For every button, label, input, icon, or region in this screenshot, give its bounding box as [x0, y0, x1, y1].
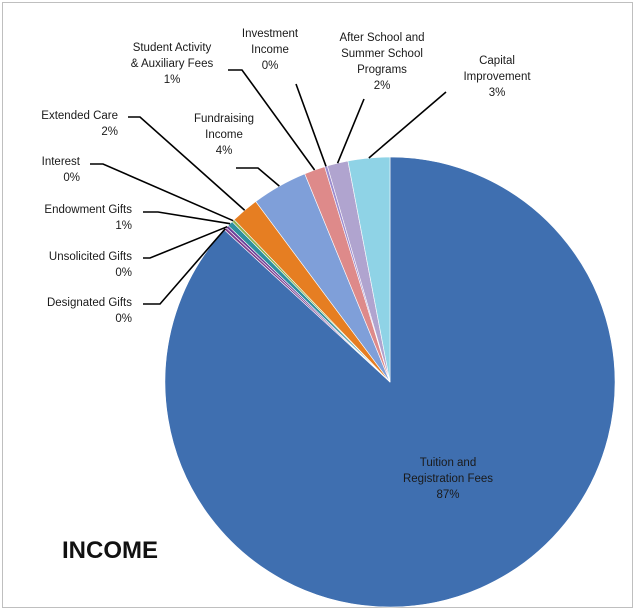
- slice-capital-improvement: [347, 156, 391, 383]
- label-designated-gifts: Designated Gifts 0%: [47, 297, 132, 325]
- label-text-investment-income: Investment: [242, 28, 299, 40]
- label-text-fundraising-income: Income: [205, 129, 243, 141]
- label-value-tuition-and-registration-fees: 87%: [436, 489, 459, 501]
- label-tuition-and-registration-fees: Tuition and Registration Fees 87%: [403, 457, 493, 501]
- label-text-extended-care: Extended Care: [41, 110, 118, 122]
- leader-line-capital-improvement: [368, 91, 447, 159]
- label-value-after-school-and-summer-school-programs: 2%: [374, 80, 391, 92]
- label-text-capital-improvement: Capital: [479, 55, 515, 67]
- label-text-interest: Interest: [42, 156, 81, 168]
- label-value-student-activity-auxiliary-fees: 1%: [164, 74, 181, 86]
- label-interest: Interest 0%: [42, 156, 81, 184]
- label-student-activity-auxiliary-fees: Student Activity & Auxiliary Fees 1%: [131, 42, 214, 86]
- label-value-designated-gifts: 0%: [115, 313, 132, 325]
- label-value-endowment-gifts: 1%: [115, 220, 132, 232]
- label-value-extended-care: 2%: [101, 126, 118, 138]
- leader-line-student-activity-auxiliary-fees: [228, 69, 316, 171]
- chart-title: INCOME: [62, 537, 158, 564]
- label-after-school-and-summer-school-programs: After School and Summer School Programs 2%: [339, 32, 424, 92]
- label-text-student-activity-auxiliary-fees: & Auxiliary Fees: [131, 58, 214, 70]
- label-value-investment-income: 0%: [262, 60, 279, 72]
- label-value-unsolicited-gifts: 0%: [115, 267, 132, 279]
- label-extended-care: Extended Care 2%: [41, 110, 118, 138]
- label-text-tuition-and-registration-fees: Registration Fees: [403, 473, 493, 485]
- leader-line-investment-income: [295, 83, 327, 167]
- leader-line-unsolicited-gifts: [143, 225, 228, 259]
- leader-line-fundraising-income: [236, 167, 280, 187]
- label-fundraising-income: Fundraising Income 4%: [194, 113, 254, 157]
- leader-line-extended-care: [128, 116, 246, 211]
- leader-line-designated-gifts: [143, 228, 226, 305]
- label-text-unsolicited-gifts: Unsolicited Gifts: [49, 251, 132, 263]
- label-text-after-school-and-summer-school-programs: Summer School: [341, 48, 423, 60]
- label-text-investment-income: Income: [251, 44, 289, 56]
- label-text-after-school-and-summer-school-programs: Programs: [357, 64, 407, 76]
- leader-line-endowment-gifts: [143, 211, 231, 225]
- label-unsolicited-gifts: Unsolicited Gifts 0%: [49, 251, 132, 279]
- label-text-student-activity-auxiliary-fees: Student Activity: [133, 42, 212, 54]
- label-text-designated-gifts: Designated Gifts: [47, 297, 132, 309]
- label-investment-income: Investment Income 0%: [242, 28, 299, 72]
- label-text-after-school-and-summer-school-programs: After School and: [339, 32, 424, 44]
- label-text-capital-improvement: Improvement: [463, 71, 531, 83]
- leader-line-after-school-and-summer-school-programs: [336, 98, 365, 164]
- label-value-fundraising-income: 4%: [216, 145, 233, 157]
- pie-slices: [164, 156, 616, 608]
- label-text-tuition-and-registration-fees: Tuition and: [420, 457, 476, 469]
- label-text-fundraising-income: Fundraising: [194, 113, 254, 125]
- leader-line-interest: [90, 163, 234, 222]
- slice-labels: Tuition and Registration Fees 87% Designate…: [41, 28, 531, 501]
- label-endowment-gifts: Endowment Gifts 1%: [44, 204, 132, 232]
- label-value-interest: 0%: [63, 172, 80, 184]
- leader-lines: [90, 69, 447, 305]
- label-value-capital-improvement: 3%: [489, 87, 506, 99]
- label-capital-improvement: Capital Improvement 3%: [463, 55, 531, 99]
- label-text-endowment-gifts: Endowment Gifts: [44, 204, 132, 216]
